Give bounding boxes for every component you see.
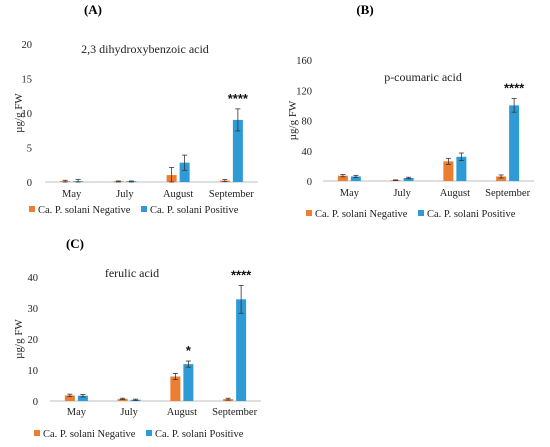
panel-1-ytick-label: 20 bbox=[22, 40, 33, 51]
panel-2-bar-positive-september bbox=[509, 105, 520, 181]
panel-3-legend-label-positive: Ca. P. solani Positive bbox=[155, 429, 244, 440]
panel-2-label: (B) bbox=[356, 2, 373, 17]
panel-2-ytick-label: 160 bbox=[296, 56, 312, 67]
panel-3-legend-swatch-positive bbox=[146, 430, 152, 436]
panel-3-title: ferulic acid bbox=[105, 266, 159, 280]
panel-3-bar-negative-august bbox=[170, 376, 181, 401]
panel-2-ytick-label: 40 bbox=[302, 147, 313, 158]
panel-1-ylabel: µg/g FW bbox=[13, 93, 25, 133]
panel-2-ytick-label: 120 bbox=[296, 86, 312, 97]
panel-3-significance-marker: **** bbox=[231, 267, 252, 282]
panel-3-bar-positive-august bbox=[183, 364, 194, 401]
panel-2-category-label: September bbox=[485, 188, 530, 199]
panel-1-category-label: September bbox=[209, 189, 254, 200]
panel-1-legend-label-positive: Ca. P. solani Positive bbox=[150, 205, 239, 216]
panel-1-significance-marker: **** bbox=[228, 91, 249, 106]
panel-1-category-label: May bbox=[62, 189, 82, 200]
panel-1-bar-positive-august bbox=[179, 162, 190, 182]
panel-3-bar-positive-may bbox=[77, 395, 88, 401]
panel-1-ytick-label: 10 bbox=[22, 109, 33, 120]
panel-2-bar-positive-august bbox=[456, 156, 467, 181]
panel-3-ytick-label: 0 bbox=[33, 397, 38, 408]
panel-2-category-label: July bbox=[393, 188, 411, 199]
panel-2-ylabel: µg/g FW bbox=[287, 100, 299, 140]
panel-3-bar-negative-may bbox=[64, 395, 75, 401]
panel-2-bar-negative-september bbox=[496, 176, 507, 181]
panel-3-ylabel: µg/g FW bbox=[13, 319, 25, 359]
panel-3-ytick-label: 10 bbox=[28, 366, 39, 377]
panel-1-category-label: August bbox=[163, 189, 193, 200]
panel-3-significance-marker: * bbox=[186, 343, 192, 358]
panel-1-title: 2,3 dihydroxybenzoic acid bbox=[81, 42, 209, 56]
panel-3-ytick-label: 30 bbox=[28, 304, 39, 315]
panel-2-category-label: August bbox=[440, 188, 470, 199]
panel-3-legend-swatch-negative bbox=[34, 430, 40, 436]
panel-1-legend-swatch-negative bbox=[29, 206, 35, 212]
panel-3-bar-negative-july bbox=[117, 398, 128, 401]
panel-2-category-label: May bbox=[340, 188, 360, 199]
panel-3-ytick-label: 40 bbox=[28, 273, 39, 284]
panel-2-ytick-label: 80 bbox=[302, 117, 313, 128]
panel-2-bar-positive-may bbox=[350, 176, 361, 181]
panel-2-legend-label-positive: Ca. P. solani Positive bbox=[427, 209, 516, 220]
panel-1-ytick-label: 5 bbox=[27, 144, 32, 155]
panel-2-significance-marker: **** bbox=[504, 81, 525, 96]
panel-2-legend-swatch-negative bbox=[306, 210, 312, 216]
panel-2-bar-positive-july bbox=[403, 177, 414, 181]
panel-2-legend-label-negative: Ca. P. solani Negative bbox=[315, 209, 408, 220]
panel-3-legend-label-negative: Ca. P. solani Negative bbox=[43, 429, 136, 440]
panel-2-bar-negative-may bbox=[337, 175, 348, 181]
panel-1-label: (A) bbox=[84, 2, 102, 17]
panel-3-category-label: September bbox=[212, 407, 257, 418]
panel-2-ytick-label: 0 bbox=[307, 177, 312, 188]
panel-1-bar-positive-september bbox=[232, 119, 243, 182]
panel-3-category-label: May bbox=[67, 407, 87, 418]
panel-1-ytick-label: 0 bbox=[27, 178, 32, 189]
panel-1-legend-swatch-positive bbox=[141, 206, 147, 212]
panel-1-ytick-label: 15 bbox=[22, 75, 33, 86]
panel-3-label: (C) bbox=[66, 236, 84, 251]
panel-3-category-label: August bbox=[167, 407, 197, 418]
panel-3-bar-positive-september bbox=[236, 299, 247, 401]
panel-2-bar-negative-august bbox=[443, 161, 454, 181]
panel-1-category-label: July bbox=[116, 189, 134, 200]
panel-2-title: p-coumaric acid bbox=[384, 70, 462, 84]
panel-1-legend-label-negative: Ca. P. solani Negative bbox=[38, 205, 131, 216]
panel-3-category-label: July bbox=[120, 407, 138, 418]
panel-2-legend-swatch-positive bbox=[418, 210, 424, 216]
panel-3-ytick-label: 20 bbox=[28, 335, 39, 346]
